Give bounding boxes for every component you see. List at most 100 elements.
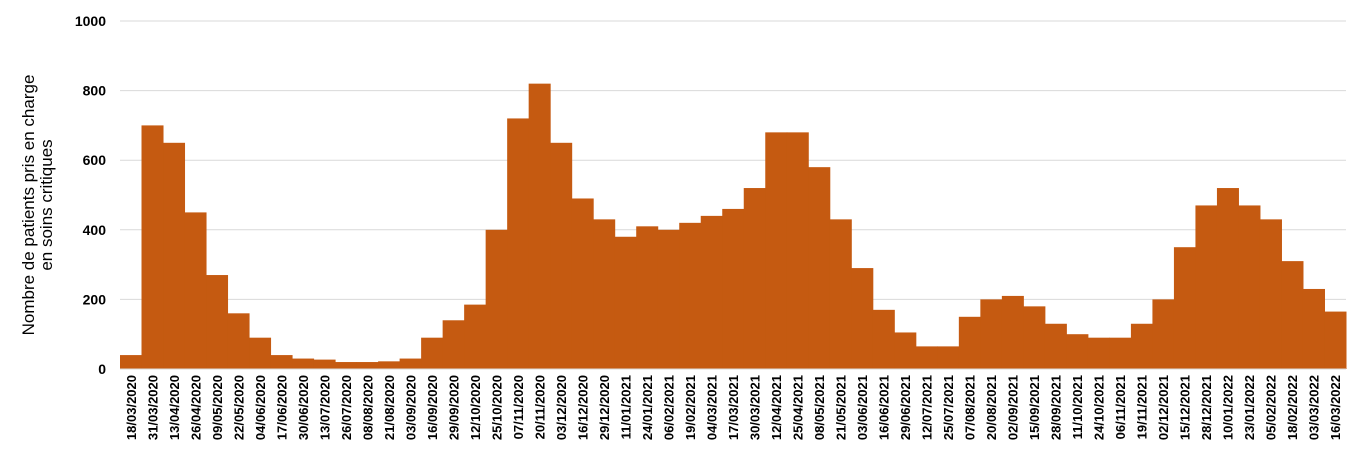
- bar: [1023, 306, 1046, 369]
- bar: [593, 219, 616, 369]
- x-tick-label: 03/06/2021: [855, 375, 870, 440]
- bar: [141, 125, 164, 370]
- bar: [1130, 323, 1153, 369]
- bar: [399, 358, 422, 369]
- x-tick-label: 24/10/2021: [1092, 375, 1107, 440]
- x-tick-label: 26/04/2020: [188, 375, 203, 440]
- bar: [464, 304, 487, 369]
- x-tick-label: 03/12/2020: [554, 375, 569, 440]
- bar: [700, 215, 723, 369]
- bar: [872, 309, 895, 369]
- x-tick-label: 21/08/2020: [382, 375, 397, 440]
- x-tick-label: 11/01/2021: [618, 375, 633, 439]
- x-tick-label: 29/06/2021: [898, 375, 913, 440]
- y-axis-title-line: en soins critiques: [37, 139, 56, 270]
- x-tick-label: 17/06/2020: [274, 375, 289, 440]
- bar: [163, 142, 186, 369]
- x-tick-label: 12/10/2020: [468, 375, 483, 440]
- bar: [958, 316, 981, 369]
- x-tick-label: 30/03/2021: [748, 375, 763, 440]
- bar: [1195, 205, 1218, 369]
- y-tick-label: 400: [83, 222, 107, 238]
- x-tick-label: 07/08/2021: [963, 375, 978, 440]
- x-tick-label: 15/12/2021: [1178, 375, 1193, 440]
- bar: [184, 212, 207, 369]
- bar: [292, 358, 315, 369]
- x-tick-label: 16/06/2021: [877, 375, 892, 440]
- x-tick-label: 09/05/2020: [210, 375, 225, 440]
- bar: [808, 167, 831, 369]
- bar: [980, 299, 1003, 369]
- bar: [829, 219, 852, 369]
- y-axis-title: Nombre de patients pris en charge en soi…: [19, 75, 56, 336]
- bar: [1302, 288, 1325, 369]
- x-tick-label: 18/03/2020: [124, 375, 139, 440]
- bar: [765, 132, 788, 369]
- x-tick-label: 16/12/2020: [575, 375, 590, 440]
- bar: [743, 188, 766, 369]
- y-axis-title-line: Nombre de patients pris en charge: [19, 75, 38, 336]
- bar: [1066, 334, 1089, 369]
- bar: [528, 83, 551, 369]
- x-tick-label: 08/05/2021: [812, 375, 827, 440]
- x-tick-label: 13/04/2020: [167, 375, 182, 440]
- bar: [249, 337, 272, 369]
- x-tick-label: 13/07/2020: [317, 375, 332, 440]
- bar: [227, 313, 250, 369]
- x-tick-label: 28/12/2021: [1199, 375, 1214, 440]
- bar: [1324, 311, 1347, 369]
- bar: [614, 236, 637, 369]
- bar: [1087, 337, 1110, 369]
- x-tick-label: 26/07/2020: [339, 375, 354, 440]
- bar: [270, 355, 293, 369]
- bar: [1044, 323, 1067, 369]
- bar: [120, 355, 143, 369]
- x-tick-label: 12/07/2021: [920, 375, 935, 440]
- x-tick-label: 22/05/2020: [231, 375, 246, 440]
- bar: [1001, 295, 1024, 369]
- x-tick-label: 05/02/2022: [1264, 375, 1279, 440]
- bar: [550, 142, 573, 369]
- bar: [1152, 299, 1175, 369]
- x-tick-label: 19/11/2021: [1135, 375, 1150, 439]
- bar: [786, 132, 809, 369]
- x-tick-label: 19/02/2021: [683, 375, 698, 440]
- bar: [937, 346, 960, 369]
- bar: [894, 332, 917, 369]
- bar: [378, 361, 401, 369]
- y-tick-label: 200: [83, 291, 107, 307]
- x-tick-label: 02/09/2021: [1006, 375, 1021, 440]
- x-tick-label: 02/12/2021: [1156, 375, 1171, 440]
- bar: [335, 362, 358, 369]
- bar: [206, 275, 229, 369]
- y-tick-label: 600: [83, 152, 107, 168]
- x-tick-label: 29/09/2020: [446, 375, 461, 440]
- x-tick-label: 25/10/2020: [489, 375, 504, 440]
- x-tick-label: 03/03/2022: [1307, 375, 1322, 440]
- bar: [722, 208, 745, 369]
- x-tick-label: 11/10/2021: [1070, 375, 1085, 439]
- bar: [1109, 337, 1132, 369]
- x-tick-label: 24/01/2021: [640, 375, 655, 440]
- x-tick-label: 30/06/2020: [296, 375, 311, 440]
- x-tick-label: 04/06/2020: [253, 375, 268, 440]
- bar: [1259, 219, 1282, 369]
- bar: [1238, 205, 1261, 369]
- x-tick-label: 20/08/2021: [984, 375, 999, 440]
- bar: [679, 222, 702, 369]
- x-tick-label: 17/03/2021: [726, 375, 741, 440]
- x-tick-label: 23/01/2022: [1242, 375, 1257, 440]
- bar: [1281, 261, 1304, 369]
- x-tick-label: 25/07/2021: [941, 375, 956, 440]
- x-tick-label: 16/03/2022: [1328, 375, 1343, 440]
- y-tick-label: 800: [83, 83, 107, 99]
- x-tick-label: 15/09/2021: [1027, 375, 1042, 440]
- bar: [313, 359, 336, 369]
- x-tick-label: 25/04/2021: [791, 375, 806, 440]
- x-tick-label: 08/08/2020: [360, 375, 375, 440]
- x-tick-label: 04/03/2021: [704, 375, 719, 440]
- x-tick-label: 20/11/2020: [532, 375, 547, 439]
- bar: [636, 226, 659, 369]
- x-tick-label: 18/02/2022: [1285, 375, 1300, 440]
